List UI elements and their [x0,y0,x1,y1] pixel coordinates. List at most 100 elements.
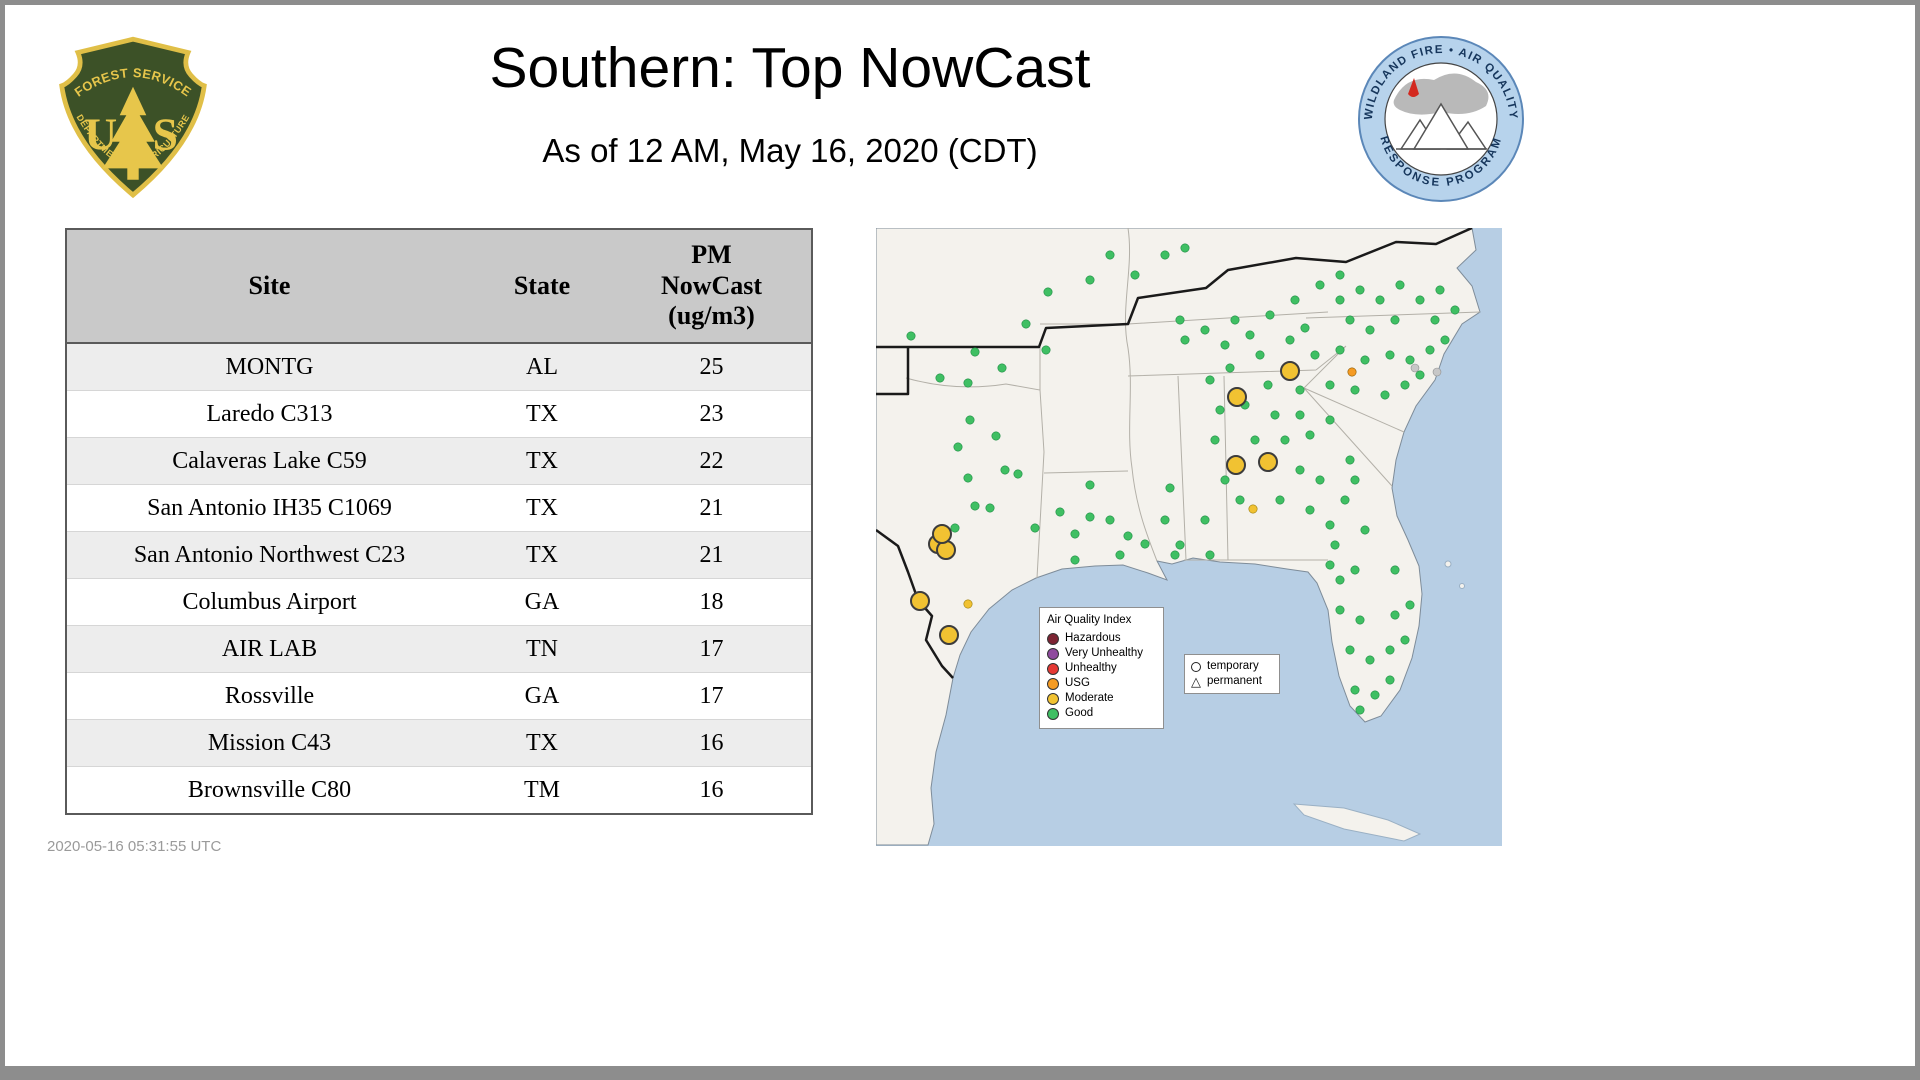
state-cell: TX [472,390,612,438]
aqi-legend-label: Unhealthy [1065,662,1117,674]
state-cell: TX [472,437,612,485]
pine-tree-icon [102,86,164,180]
monitor-nodata [1410,363,1420,373]
site-cell: Rossville [66,672,472,720]
monitor-good [1295,410,1305,420]
monitor-good [1140,539,1150,549]
state-cell: GA [472,672,612,720]
monitor-good [935,373,945,383]
monitor-good [1180,335,1190,345]
value-cell: 18 [612,578,812,626]
value-cell: 17 [612,625,812,673]
monitor-good [1325,520,1335,530]
monitor-good [1335,295,1345,305]
monitor-moderate [963,599,973,609]
aqi-color-swatch-icon [1047,632,1059,645]
monitor-good [1200,515,1210,525]
state-cell: GA [472,578,612,626]
aqi-legend-entries: Hazardous Very Unhealthy Unhealthy USG Moder… [1047,631,1157,721]
header: Southern: Top NowCast As of 12 AM, May 1… [240,36,1340,170]
monitor-good [1295,465,1305,475]
aqi-color-swatch-icon [1047,647,1059,660]
monitor-nodata [1432,367,1442,377]
monitor-good [1175,315,1185,325]
aqi-legend-label: Moderate [1065,692,1114,704]
monitor-good [1390,315,1400,325]
monitor-good [1180,243,1190,253]
monitor-good [1123,531,1133,541]
page-subtitle: As of 12 AM, May 16, 2020 (CDT) [542,131,1038,169]
monitor-good [1390,565,1400,575]
monitor-good [1305,505,1315,515]
state-cell: TN [472,625,612,673]
map-canvas [876,228,1502,846]
site-cell: AIR LAB [66,625,472,673]
monitor-good [1175,540,1185,550]
aqi-legend-entry: Moderate [1047,691,1157,706]
monitor-good [1425,345,1435,355]
wfaqrp-logo-icon: WILDLAND FIRE • AIR QUALITY RESPONSE PRO… [1356,34,1526,209]
aqi-color-swatch-icon [1047,677,1059,690]
column-header: Site [66,229,472,345]
monitor-good [1215,405,1225,415]
monitor-moderate-temporary [1226,455,1246,475]
monitor-good [1360,355,1370,365]
monitor-good [1115,550,1125,560]
nowcast-table: Site State PM NowCast (ug/m3) MONTG AL 25 Lar… [65,228,813,816]
table-row: AIR LAB TN 17 [66,625,812,673]
monitor-good [1290,295,1300,305]
monitor-good [985,503,995,513]
monitor-good [1355,705,1365,715]
monitor-good [1335,270,1345,280]
monitor-good [970,501,980,511]
monitor-good [1350,475,1360,485]
site-cell: San Antonio IH35 C1069 [66,484,472,532]
monitor-good [1400,380,1410,390]
monitor-good [1330,540,1340,550]
monitor-good [1070,529,1080,539]
state-cell: TX [472,531,612,579]
site-cell: Columbus Airport [66,578,472,626]
smoke-plume-icon [1393,73,1489,115]
monitor-good [1021,319,1031,329]
monitor-good [1105,515,1115,525]
table-row: Laredo C313 TX 23 [66,390,812,438]
monitor-good [1375,295,1385,305]
site-cell: Mission C43 [66,719,472,767]
monitor-good [1335,575,1345,585]
monitor-moderate-temporary [939,625,959,645]
monitor-good [1345,645,1355,655]
aqi-legend-title: Air Quality Index [1047,614,1132,626]
monitor-good [1070,555,1080,565]
monitor-good [1160,250,1170,260]
monitor-good [1450,305,1460,315]
site-cell: San Antonio Northwest C23 [66,531,472,579]
monitor-good [1400,635,1410,645]
circle-marker-icon [1191,661,1201,672]
monitor-good [1013,469,1023,479]
monitor-good [1325,560,1335,570]
flame-icon [1408,78,1419,97]
monitor-map: Air Quality Index Hazardous Very Unhealth… [876,228,1502,846]
monitor-good [1355,285,1365,295]
monitor-good [1085,275,1095,285]
monitor-good [1043,287,1053,297]
monitor-good [1350,565,1360,575]
monitor-good [906,331,916,341]
monitor-good [1380,390,1390,400]
monitor-good [991,431,1001,441]
value-cell: 16 [612,766,812,815]
aqi-legend-label: USG [1065,677,1090,689]
table-row: Brownsville C80 TM 16 [66,766,812,815]
symbol-legend-label: temporary [1207,660,1259,672]
usfs-monogram-s: S [153,108,178,159]
monitor-good [953,442,963,452]
monitor-good [1250,435,1260,445]
island [1459,583,1465,589]
aqi-legend-entry: Hazardous [1047,631,1157,646]
generated-timestamp: 2020-05-16 05:31:55 UTC [47,838,222,855]
value-cell: 21 [612,484,812,532]
monitor-good [1370,690,1380,700]
monitor-moderate-temporary [1227,387,1247,407]
